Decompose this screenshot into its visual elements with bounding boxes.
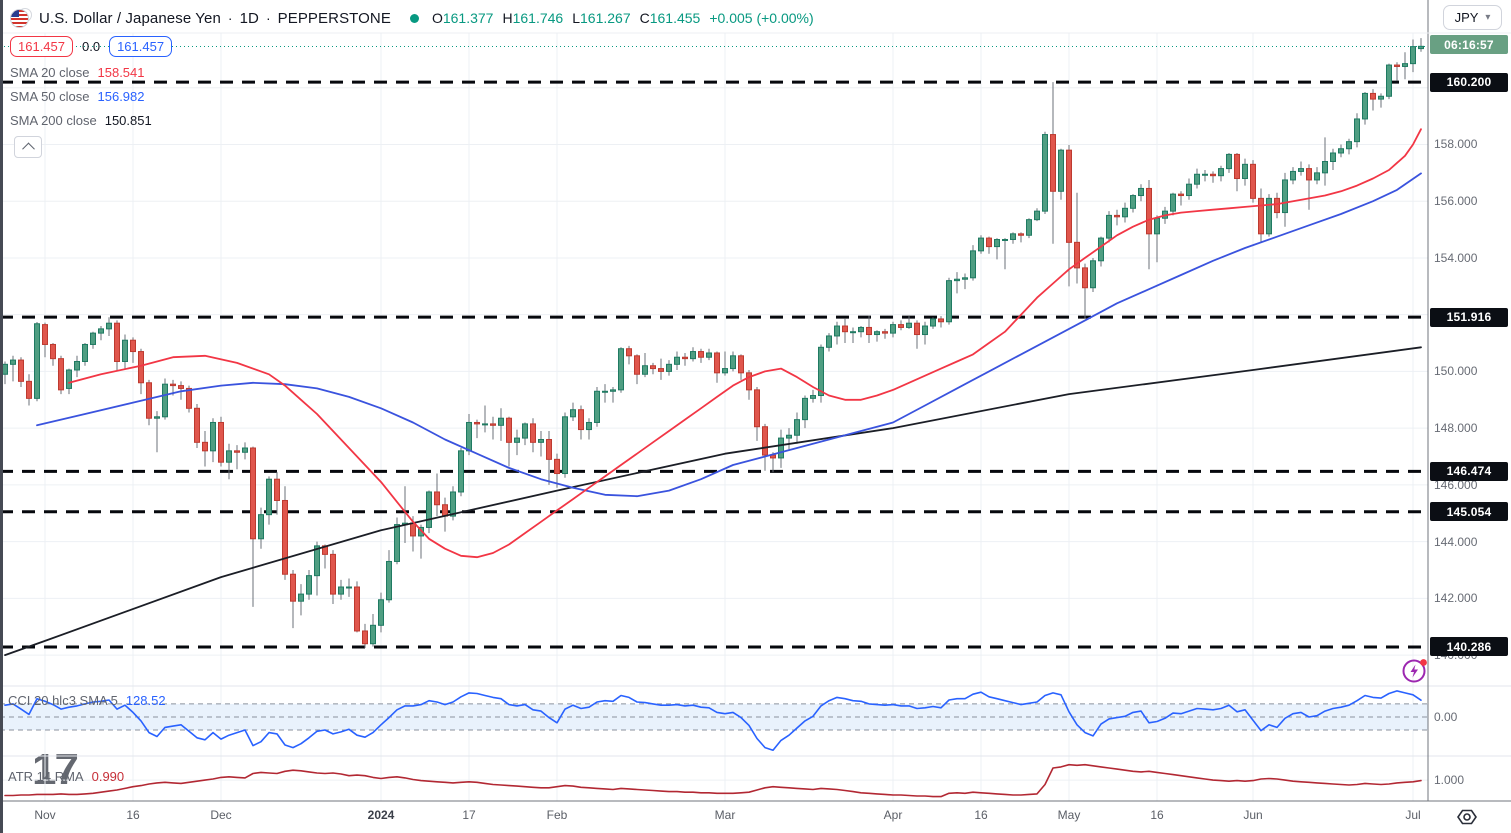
usdjpy-flag-icon <box>10 8 32 28</box>
sma20-line <box>68 128 1422 559</box>
market-status-dot-icon[interactable] <box>409 13 419 23</box>
position-profit-label: 0.0 <box>82 39 101 54</box>
legend-sma200[interactable]: SMA 200 close 150.851 <box>10 112 152 128</box>
atr-line <box>4 763 1422 798</box>
grid-layer <box>0 33 1428 801</box>
currency-unit-button[interactable]: JPY ▾ <box>1443 5 1502 30</box>
symbol-legend[interactable]: U.S. Dollar / Japanese Yen · 1D · PEPPER… <box>10 7 814 29</box>
tradingview-watermark-logo: 17 <box>32 745 79 794</box>
legend-atr[interactable]: ATR 14 RMA 0.990 <box>8 769 125 784</box>
sma50-line <box>36 172 1422 498</box>
position-entry-label[interactable]: 161.457 <box>10 36 73 57</box>
separator-dot: · <box>265 10 271 26</box>
change-readout: +0.005 (+0.00%) <box>709 10 814 26</box>
symbol-title[interactable]: U.S. Dollar / Japanese Yen <box>39 9 221 27</box>
position-target-label[interactable]: 161.457 <box>109 36 173 57</box>
ohlc-readout: O161.377 H161.746 L161.267 C161.455 +0.0… <box>431 10 814 26</box>
chevron-down-icon: ▾ <box>1485 12 1491 23</box>
sma200-line <box>4 346 1422 656</box>
lightning-boost-icon[interactable] <box>1400 656 1430 686</box>
position-tool-labels: 161.457 0.0 161.457 <box>10 36 173 57</box>
legend-sma20[interactable]: SMA 20 close 158.541 <box>10 64 145 80</box>
collapse-legend-button[interactable] <box>14 136 42 158</box>
timeframe-label[interactable]: 1D <box>239 9 259 27</box>
chevron-up-icon <box>21 142 35 155</box>
cci-band <box>0 703 1428 731</box>
cci-line <box>4 690 1422 751</box>
settings-icon[interactable] <box>1456 806 1478 828</box>
legend-cci[interactable]: CCI 20 hlc3 SMA 5 128.52 <box>8 693 166 708</box>
price-level-lines[interactable] <box>0 80 1428 649</box>
separator-dot: · <box>227 10 233 26</box>
left-toolbar-edge <box>0 0 3 833</box>
legend-sma50[interactable]: SMA 50 close 156.982 <box>10 88 145 104</box>
exchange-label[interactable]: PEPPERSTONE <box>277 9 391 27</box>
